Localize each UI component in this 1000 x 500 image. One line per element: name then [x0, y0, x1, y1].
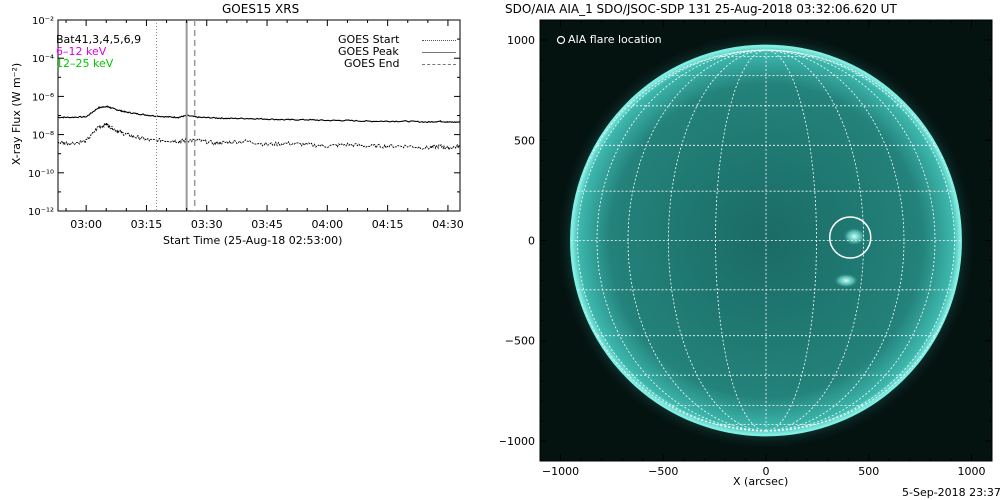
longitude-line — [596, 49, 767, 432]
y-tick-label: 10⁻² — [32, 16, 54, 27]
y-tick-label: 500 — [514, 134, 535, 147]
y-tick-label: 0 — [528, 235, 535, 248]
longitude-line — [570, 49, 767, 432]
x-tick-label: 0 — [763, 465, 770, 478]
heliographic-grid — [570, 49, 962, 432]
goes-plot: 03:00 03:15 03:30 03:45 04:00 04:15 04:30 10⁻¹²… — [28, 16, 464, 231]
legend-12-25kev: 12–25 keV — [56, 57, 114, 70]
longitude-line — [577, 49, 767, 432]
longitude-line — [765, 49, 936, 432]
longitude-line — [765, 49, 962, 432]
longitude-line — [765, 49, 905, 432]
legend-goes-end: GOES End — [332, 58, 460, 70]
y-tick-label: 1000 — [507, 34, 535, 47]
goes-xlabel: Start Time (25-Aug-18 02:53:00) — [163, 234, 343, 247]
x-tick-label: 03:15 — [131, 218, 163, 231]
longitude-line — [765, 49, 955, 432]
aia-xlabel: X (arcsec) — [733, 475, 789, 488]
legend-detector: Bat41,3,4,5,6,9 — [56, 33, 142, 46]
legend-goes-peak: GOES Peak — [332, 46, 460, 58]
x-tick-label: 03:00 — [70, 218, 102, 231]
x-tick-label: 03:45 — [251, 218, 283, 231]
aia-title: SDO/AIA AIA_1 SDO/JSOC-SDP 131 25-Aug-20… — [505, 2, 897, 16]
x-tick-label: −1000 — [542, 465, 579, 478]
longitude-line — [627, 49, 767, 432]
active-region-upper — [843, 227, 866, 246]
legend-dashed-line — [422, 64, 456, 65]
longitude-line — [667, 49, 767, 432]
x-tick-label: 500 — [858, 465, 879, 478]
x-tick-label: 04:15 — [372, 218, 404, 231]
longitude-line — [765, 49, 865, 432]
longitude-line — [765, 49, 817, 432]
series-12-25kev-line — [57, 121, 461, 151]
y-tick-label: 10⁻⁸ — [32, 131, 54, 142]
legend-circle-icon — [556, 35, 566, 45]
goes-title: GOES15 XRS — [222, 2, 300, 16]
y-tick-label: −500 — [505, 335, 535, 348]
goes-legend-right: GOES Start GOES Peak GOES End — [332, 34, 460, 70]
x-tick-label: 03:30 — [191, 218, 223, 231]
active-region-lower — [833, 273, 859, 288]
y-tick-label: 10⁻⁴ — [32, 54, 54, 65]
y-tick-label: 10⁻¹⁰ — [28, 169, 54, 180]
legend-solid-line — [422, 52, 456, 53]
x-tick-label: −500 — [648, 465, 678, 478]
y-tick-label: −1000 — [500, 435, 535, 448]
aia-legend: AIA flare location — [568, 33, 662, 46]
legend-dotted-line — [422, 40, 456, 41]
x-tick-label: 04:00 — [311, 218, 343, 231]
y-tick-label: 10⁻⁶ — [32, 92, 54, 103]
aia-plot: −1000 −500 0 500 1000 −1000 −500 0 500 1000 — [500, 19, 993, 478]
x-tick-label: 1000 — [957, 465, 985, 478]
sun-disk — [570, 45, 962, 436]
longitude-line — [715, 49, 767, 432]
flare-location-circle — [828, 216, 872, 259]
x-tick-label: 04:30 — [432, 218, 464, 231]
legend-6-12kev: 6–12 keV — [56, 45, 107, 58]
sun-limb — [570, 44, 962, 437]
legend-goes-start: GOES Start — [332, 34, 460, 46]
series-6-12kev-line — [57, 105, 461, 124]
y-tick-label: 10⁻¹² — [28, 207, 54, 218]
goes-ylabel: X-ray Flux (W m⁻²) — [10, 62, 23, 166]
footer-date: 5-Sep-2018 23:37 — [902, 486, 1000, 499]
goes-legend-left: Bat41,3,4,5,6,9 6–12 keV 12–25 keV — [56, 34, 141, 70]
